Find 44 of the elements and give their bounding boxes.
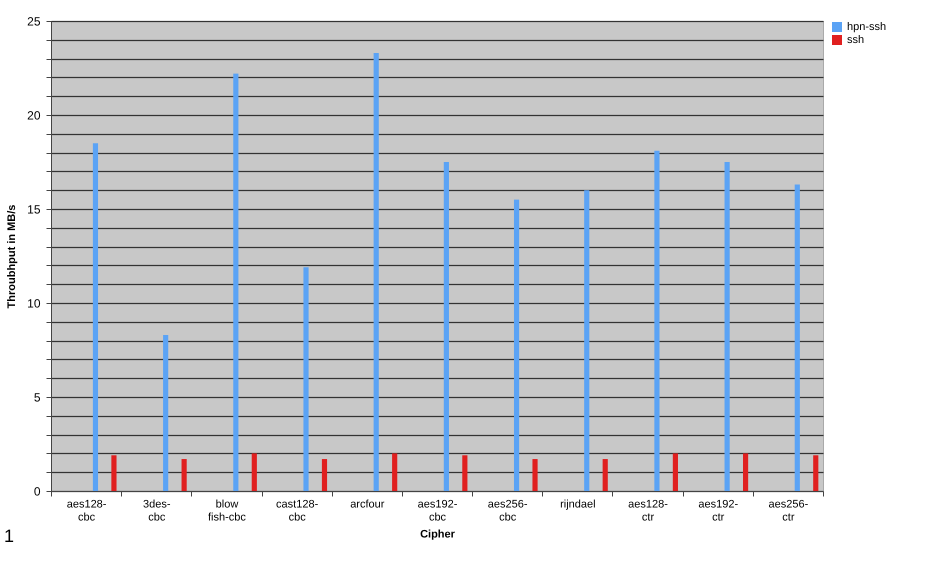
- bar: [182, 459, 187, 491]
- bar: [252, 453, 257, 491]
- legend-label: hpn-ssh: [847, 21, 886, 33]
- bar: [374, 52, 379, 491]
- text: 1: [4, 526, 14, 547]
- x-tick-label: rijndael: [560, 498, 596, 510]
- legend-label: ssh: [847, 34, 864, 46]
- y-tick-label: 20: [27, 108, 41, 122]
- bar: [654, 150, 660, 491]
- bar: [813, 455, 818, 491]
- y-tick-label: 5: [34, 390, 41, 404]
- bar: [444, 162, 449, 491]
- x-tick-label: 3des-cbc: [143, 498, 171, 524]
- bar: [462, 455, 468, 491]
- bar: [392, 453, 398, 491]
- bar: [584, 190, 590, 491]
- bar: [602, 459, 608, 491]
- bar: [724, 162, 730, 491]
- bar: [111, 455, 117, 491]
- y-tick-label: 15: [27, 202, 41, 216]
- x-tick-label: aes128-cbc: [66, 498, 107, 524]
- bar: [672, 453, 678, 491]
- bar: [303, 267, 309, 491]
- y-tick-label: 0: [34, 484, 41, 498]
- x-tick-label: aes128-ctr: [628, 498, 668, 524]
- bar: [233, 74, 238, 491]
- bar: [163, 334, 168, 491]
- bar: [742, 453, 748, 491]
- x-tick-label: aes256-ctr: [768, 498, 809, 524]
- x-tick-label: arcfour: [350, 498, 385, 510]
- y-tick-label: 10: [27, 296, 41, 310]
- x-axis-title: Cipher: [420, 528, 456, 540]
- x-tick-label: cast128-cbc: [276, 498, 319, 524]
- y-tick-label: 25: [27, 14, 41, 28]
- bar: [794, 184, 800, 491]
- x-tick-label: aes256-cbc: [488, 498, 528, 524]
- bar: [92, 143, 98, 491]
- x-tick-label: blow fish-cbc: [208, 498, 246, 524]
- bar: [322, 459, 328, 491]
- y-axis-title: Throubhput in MB/s: [6, 204, 18, 308]
- x-tick-label: aes192-cbc: [418, 498, 458, 524]
- x-tick-label: aes192-ctr: [698, 498, 738, 524]
- bar: [514, 200, 520, 491]
- bar: [532, 459, 538, 491]
